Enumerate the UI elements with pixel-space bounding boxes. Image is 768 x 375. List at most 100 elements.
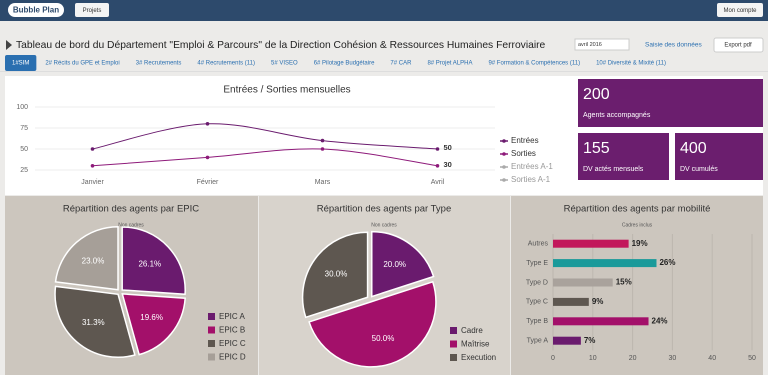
point xyxy=(320,147,325,151)
title-arrow xyxy=(6,40,12,50)
tab-label[interactable]: 3# Recrutements xyxy=(136,61,182,67)
legend-label[interactable]: Cadre xyxy=(461,326,483,335)
logo[interactable]: Bubble Plan xyxy=(13,6,59,15)
legend-swatch xyxy=(450,354,457,361)
account-button[interactable] xyxy=(717,3,763,17)
legend-label[interactable]: EPIC B xyxy=(219,326,245,335)
chart-title: Répartition des agents par mobilité xyxy=(564,204,711,215)
legend-label[interactable]: Maîtrise xyxy=(461,340,490,349)
kpi-label: DV actés mensuels xyxy=(583,166,644,173)
export-button[interactable] xyxy=(713,37,764,53)
y-tick-label: Type E xyxy=(526,260,548,267)
x-tick-label: 50 xyxy=(748,355,756,362)
data-label: 7% xyxy=(584,336,596,345)
y-tick-label: 25 xyxy=(20,167,28,174)
chart-subtitle: Cadres inclus xyxy=(622,222,653,228)
data-label: 9% xyxy=(592,297,604,306)
data-label: 30 xyxy=(444,160,452,169)
period-label[interactable]: avril 2016 xyxy=(578,42,602,48)
series-line xyxy=(92,148,438,167)
legend-label[interactable]: Entrées xyxy=(511,136,539,145)
y-tick-label: Type A xyxy=(527,338,549,345)
kpi-label: DV cumulés xyxy=(680,166,718,173)
tab-label[interactable]: 2# Récits du GPE et Emploi xyxy=(45,61,119,67)
legend-label[interactable]: Entrées A-1 xyxy=(511,162,553,171)
point xyxy=(90,147,95,151)
tab-label[interactable]: 1#SIM xyxy=(12,61,29,67)
projects-button[interactable] xyxy=(75,3,109,17)
tab-label[interactable]: 10# Diversité & Mixité (11) xyxy=(596,61,666,67)
x-tick-label: 40 xyxy=(708,355,716,362)
data-label: 24% xyxy=(652,316,668,325)
pie-slice xyxy=(54,225,119,291)
legend-label[interactable]: EPIC D xyxy=(219,353,246,362)
slice-label: 31.3% xyxy=(82,318,105,327)
tab-label[interactable]: 4# Recrutements (11) xyxy=(197,61,255,67)
y-tick-label: 100 xyxy=(16,104,28,111)
legend-marker xyxy=(502,178,506,182)
navbar xyxy=(0,0,768,21)
x-tick-label: 0 xyxy=(551,355,555,362)
legend-label[interactable]: EPIC A xyxy=(219,312,245,321)
x-tick-label: Avril xyxy=(431,179,445,186)
data-entry-link[interactable]: Saisie des données xyxy=(645,42,702,49)
kpi-box xyxy=(675,133,763,180)
y-tick-label: Type B xyxy=(526,318,548,325)
slice-label: 26.1% xyxy=(138,259,161,268)
tab-label[interactable]: 5# VISEO xyxy=(271,61,298,67)
slice-label: 19.6% xyxy=(140,313,163,322)
account-label[interactable]: Mon compte xyxy=(723,8,757,14)
period-select[interactable] xyxy=(574,38,630,51)
x-tick-label: 10 xyxy=(589,355,597,362)
pie-slice xyxy=(301,231,369,319)
pie-slice xyxy=(121,293,186,356)
series-line xyxy=(92,123,438,150)
legend-swatch xyxy=(208,313,215,320)
point xyxy=(205,155,210,160)
tab-label[interactable]: 7# CAR xyxy=(390,61,412,67)
point xyxy=(205,122,210,126)
export-label[interactable]: Export pdf xyxy=(724,43,752,49)
tab-label[interactable]: 6# Pilotage Budgétaire xyxy=(314,61,375,67)
data-label: 15% xyxy=(616,278,632,287)
bar xyxy=(553,336,581,345)
x-tick-label: Février xyxy=(197,179,219,186)
legend-label[interactable]: Execution xyxy=(461,353,496,362)
y-tick-label: Autres xyxy=(528,241,549,248)
kpi-value: 200 xyxy=(583,86,610,103)
bar xyxy=(553,317,649,326)
y-tick-label: 75 xyxy=(20,125,28,132)
slice-label: 30.0% xyxy=(325,269,348,278)
legend-swatch xyxy=(208,340,215,347)
point xyxy=(435,164,440,168)
legend-label[interactable]: Sorties xyxy=(511,149,536,158)
legend-label[interactable]: EPIC C xyxy=(219,339,246,348)
y-tick-label: Type D xyxy=(526,279,548,286)
pie-slice xyxy=(54,285,136,358)
legend-marker xyxy=(502,165,506,169)
tab-label[interactable]: 9# Formation & Compétences (11) xyxy=(488,61,580,67)
pie-slice xyxy=(371,230,435,298)
bar xyxy=(553,239,629,248)
slice-label: 50.0% xyxy=(372,334,395,343)
legend-swatch xyxy=(450,327,457,334)
logo-badge[interactable] xyxy=(8,3,64,17)
tab[interactable] xyxy=(5,55,37,71)
point xyxy=(90,164,95,168)
chart-subtitle: Non cadres xyxy=(118,222,144,228)
pie-slice xyxy=(121,226,186,296)
kpi-box xyxy=(578,79,763,127)
slice-label: 23.0% xyxy=(82,257,105,266)
x-tick-label: Mars xyxy=(315,179,331,186)
legend-label[interactable]: Sorties A-1 xyxy=(511,175,551,184)
point xyxy=(435,147,440,151)
chart-title: Répartition des agents par EPIC xyxy=(63,204,199,215)
y-tick-label: Type C xyxy=(526,299,548,306)
data-label: 19% xyxy=(632,239,648,248)
pie-slice xyxy=(308,280,437,368)
tab-label[interactable]: 8# Projet ALPHA xyxy=(427,61,472,67)
legend-swatch xyxy=(450,340,457,348)
projects-label[interactable]: Projets xyxy=(83,8,102,14)
